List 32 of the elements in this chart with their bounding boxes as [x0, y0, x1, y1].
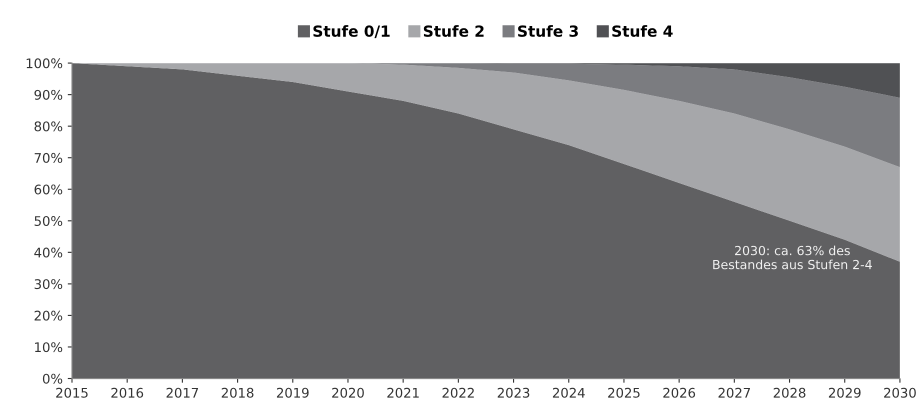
annotation: 2030: ca. 63% des Bestandes aus Stufen 2-4: [713, 246, 872, 270]
x-tick-label: 2030: [884, 388, 916, 398]
y-tick-label: 10%: [35, 342, 62, 352]
legend-label: Stufe 2: [424, 25, 484, 37]
x-tick-label: 2021: [387, 388, 419, 398]
y-tick-label: 100%: [26, 58, 62, 68]
y-tick-label: 70%: [34, 152, 62, 163]
y-tick-label: 30%: [34, 279, 62, 290]
x-tick-label: 2025: [608, 388, 640, 398]
x-tick-label: 2022: [442, 388, 474, 398]
y-tick-label: 90%: [34, 90, 62, 100]
x-tick-label: 2016: [111, 388, 144, 398]
x-tick-label: 2023: [498, 388, 530, 398]
legend-label: Stufe 0/1: [313, 25, 390, 38]
x-tick-label: 2028: [774, 388, 806, 398]
x-tick-label: 2029: [828, 388, 861, 398]
x-tick-label: 2017: [166, 388, 198, 398]
x-tick-label: 2027: [718, 388, 750, 398]
x-tick-label: 2018: [222, 388, 254, 398]
x-tick-label: 2024: [552, 388, 585, 398]
x-tick-label: 2026: [663, 388, 696, 398]
y-tick-label: 0%: [42, 374, 62, 384]
y-tick-label: 80%: [34, 121, 62, 132]
y-tick-label: 20%: [34, 310, 62, 321]
legend-label: Stufe 3: [518, 25, 578, 37]
x-tick-label: 2020: [332, 388, 364, 398]
x-tick-label: 2019: [276, 388, 309, 398]
y-tick-label: 40%: [34, 248, 62, 258]
y-tick-label: 60%: [34, 184, 62, 194]
x-tick-label: 2015: [56, 388, 88, 398]
legend-label: Stufe 4: [612, 25, 673, 37]
y-tick-label: 50%: [34, 216, 62, 226]
